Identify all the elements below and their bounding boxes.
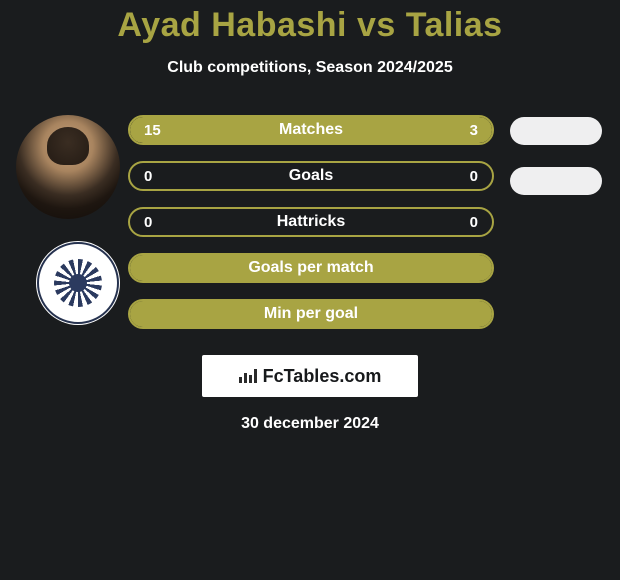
bar-label: Goals (130, 167, 492, 185)
brand-badge[interactable]: FcTables.com (202, 355, 418, 397)
player-avatar (16, 115, 120, 219)
bar-label: Min per goal (130, 305, 492, 323)
stat-bars: 153Matches 00Goals 00Hattricks Goals per ma… (128, 115, 500, 345)
bar-label: Hattricks (130, 213, 492, 231)
left-column (8, 115, 128, 325)
comparison-oval (510, 117, 602, 145)
page-title: Ayad Habashi vs Talias (0, 6, 620, 45)
bar-chart-icon (239, 369, 257, 383)
stat-bar: Min per goal (128, 299, 494, 329)
club-crest (36, 241, 120, 325)
content-row: 153Matches 00Goals 00Hattricks Goals per ma… (0, 115, 620, 345)
comparison-oval (510, 167, 602, 195)
bar-label: Goals per match (130, 259, 492, 277)
comparison-card: Ayad Habashi vs Talias Club competitions… (0, 0, 620, 433)
bar-label: Matches (130, 121, 492, 139)
right-column (500, 115, 612, 217)
footer-date: 30 december 2024 (0, 415, 620, 433)
brand-text: FcTables.com (263, 366, 382, 387)
stat-bar: 00Goals (128, 161, 494, 191)
page-subtitle: Club competitions, Season 2024/2025 (0, 59, 620, 77)
club-crest-inner (54, 259, 102, 307)
stat-bar: 00Hattricks (128, 207, 494, 237)
stat-bar: Goals per match (128, 253, 494, 283)
stat-bar: 153Matches (128, 115, 494, 145)
